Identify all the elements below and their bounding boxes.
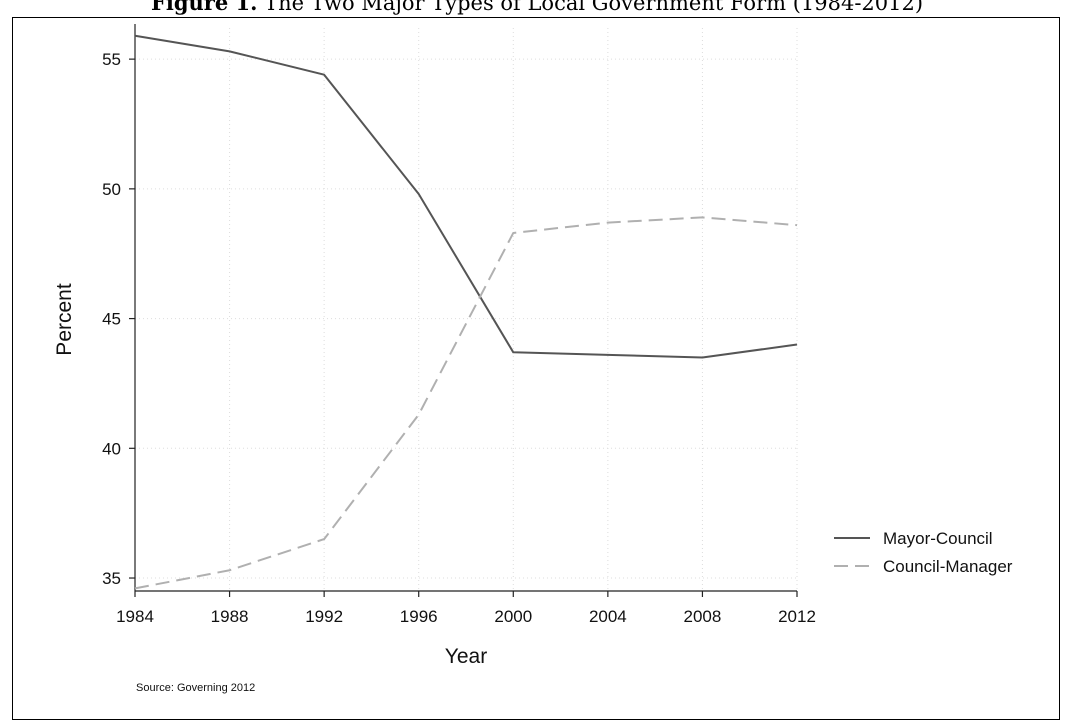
series-lines (134, 34, 798, 590)
x-tick-label: 1996 (400, 607, 438, 626)
x-tick-label: 2008 (684, 607, 722, 626)
mayor-council-line (134, 34, 798, 359)
y-axis-title: Percent (53, 283, 76, 356)
axes (129, 24, 798, 597)
x-tick-label: 1984 (116, 607, 154, 626)
council-manager-line (134, 216, 798, 590)
legend-label: Mayor-Council (883, 529, 993, 548)
y-tick-label: 40 (102, 439, 121, 458)
chart-frame (12, 17, 1060, 720)
x-tick-label: 1988 (211, 607, 249, 626)
y-tick-label: 55 (102, 50, 121, 69)
x-tick-label: 2004 (589, 607, 627, 626)
y-tick-label: 45 (102, 310, 121, 329)
legend: Mayor-Council Council-Manager (834, 529, 1013, 576)
source-note: Source: Governing 2012 (136, 682, 255, 694)
figure-title-text: The Two Major Types of Local Government … (264, 0, 924, 15)
x-tick-label: 2012 (778, 607, 816, 626)
y-tick-label: 50 (102, 180, 121, 199)
tick-labels: 35 40 45 50 55 1984 1988 1992 1996 2000 2004 2008 20… (102, 50, 816, 626)
x-axis-title: Year (445, 645, 487, 668)
y-tick-label: 35 (102, 569, 121, 588)
figure-label: Figure 1. (150, 0, 258, 15)
figure-title: Figure 1. The Two Major Types of Local G… (151, 0, 923, 15)
figure-title-bar: Figure 1. The Two Major Types of Local G… (0, 0, 1074, 16)
x-tick-label: 1992 (305, 607, 343, 626)
grid (134, 28, 798, 591)
x-tick-label: 2000 (494, 607, 532, 626)
legend-label: Council-Manager (883, 557, 1013, 576)
